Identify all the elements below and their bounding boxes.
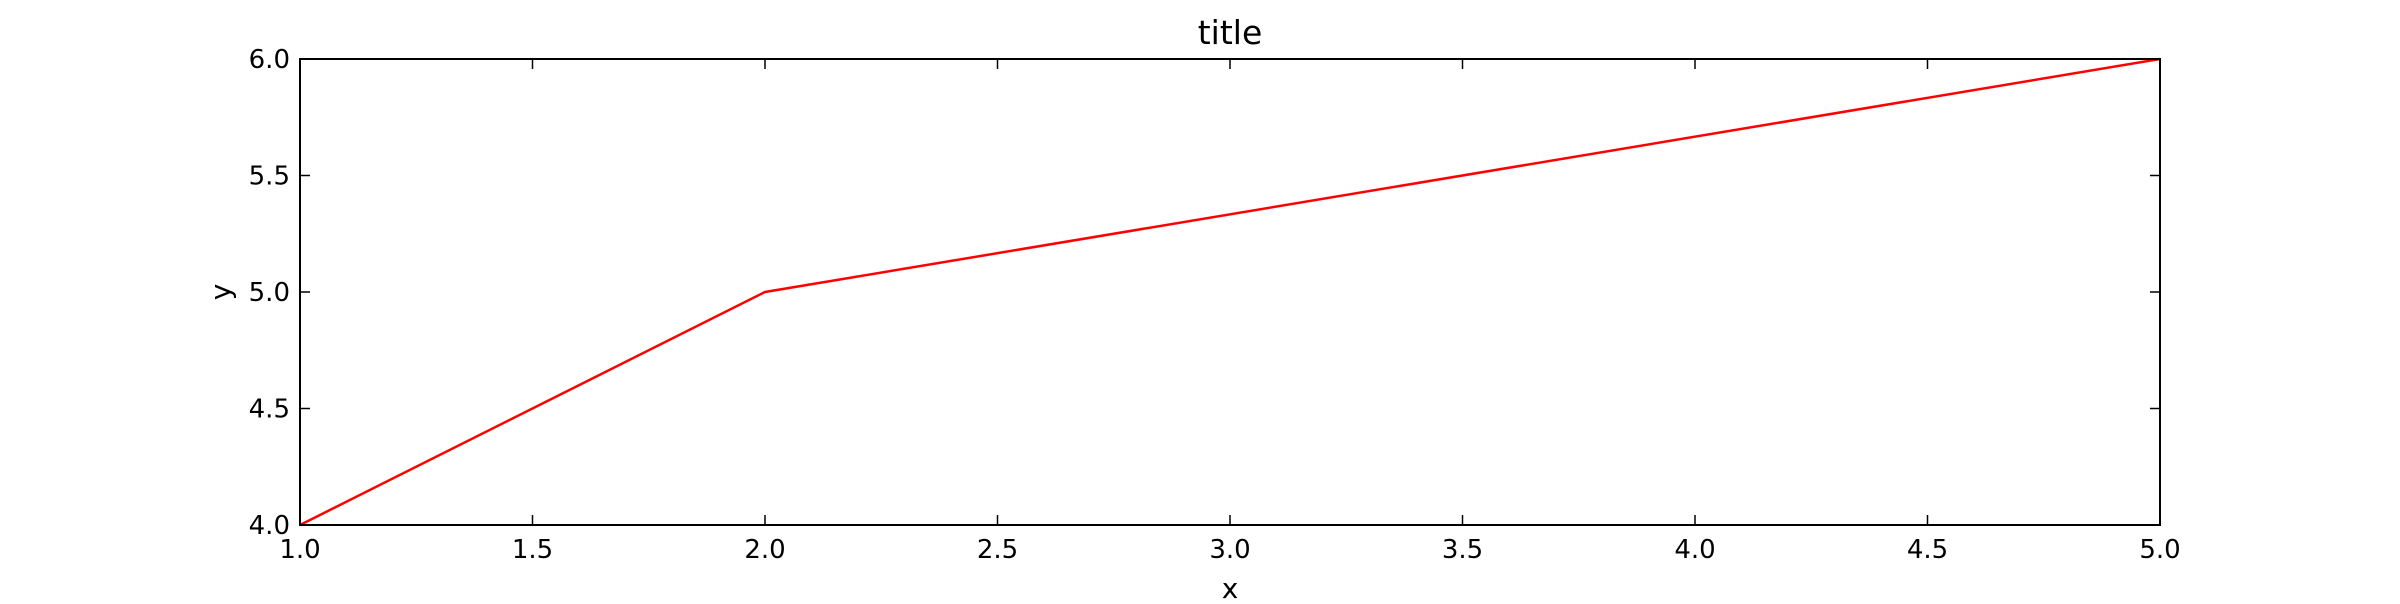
x-tick-label: 1.5 (512, 535, 553, 565)
y-tick-label: 4.0 (249, 511, 290, 541)
x-tick-label: 3.5 (1442, 535, 1483, 565)
plot-frame (299, 58, 2161, 526)
x-tick-label: 4.5 (1907, 535, 1948, 565)
x-tick-label: 2.0 (744, 535, 785, 565)
x-tick-label: 3.0 (1209, 535, 1250, 565)
y-axis: 4.0 4.5 5.0 5.5 6.0 (249, 45, 2160, 541)
series-layer (299, 57, 2161, 527)
series-line (299, 57, 2161, 527)
y-tick-label: 6.0 (249, 45, 290, 75)
y-tick-label: 5.5 (249, 162, 290, 192)
y-tick-label: 4.5 (249, 395, 290, 425)
x-axis: 1.0 1.5 2.0 2.5 3.0 3.5 4.0 4.5 5.0 (279, 59, 2181, 565)
y-tick-label: 5.0 (249, 278, 290, 308)
x-tick-label: 2.5 (977, 535, 1018, 565)
x-axis-label: x (1222, 572, 1239, 600)
x-tick-label: 5.0 (2139, 535, 2180, 565)
x-tick-label: 1.0 (279, 535, 320, 565)
chart-title: title (1198, 13, 1263, 52)
y-axis-label: y (204, 284, 237, 301)
x-tick-label: 4.0 (1674, 535, 1715, 565)
